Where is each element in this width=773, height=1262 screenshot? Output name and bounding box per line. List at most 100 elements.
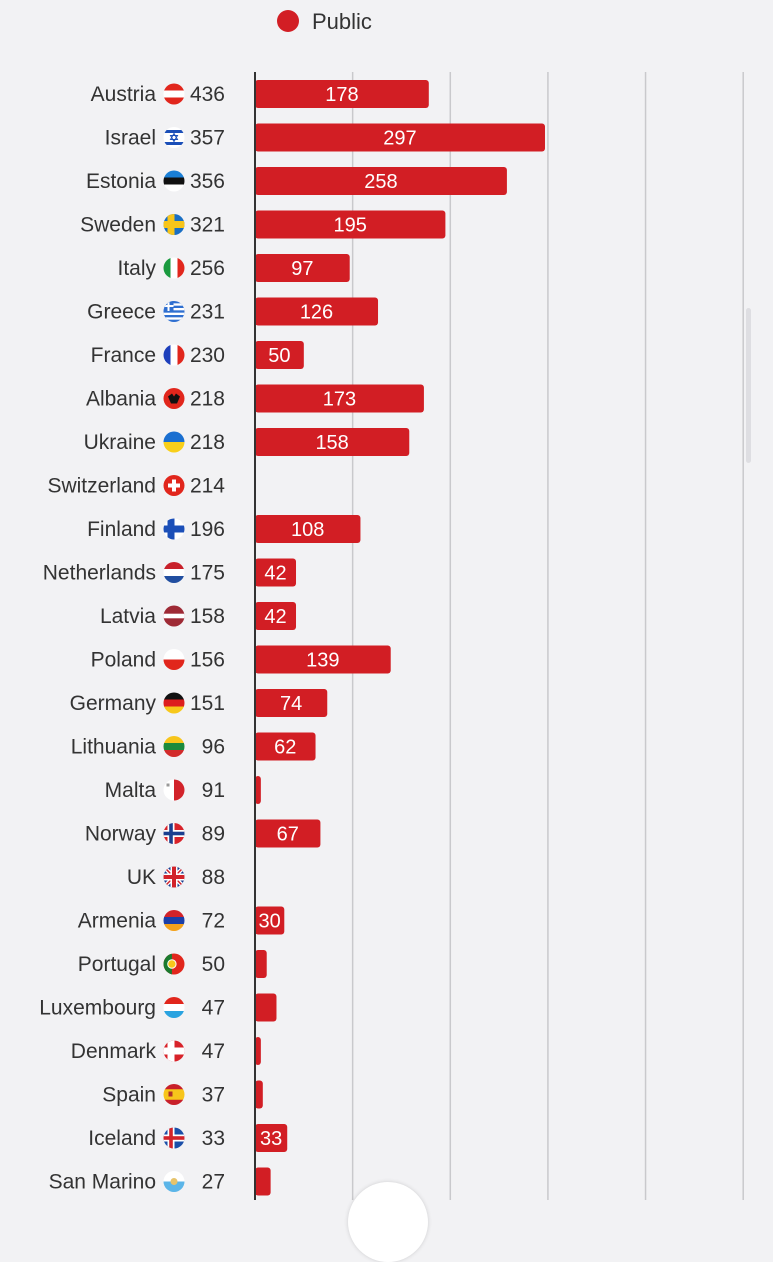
bar[interactable]: [255, 1167, 271, 1196]
bar-value-label: 67: [277, 824, 299, 846]
bar[interactable]: [255, 80, 429, 108]
bar[interactable]: [255, 384, 424, 413]
total-label: 175: [190, 562, 225, 585]
table-row: Poland 156 139: [91, 645, 391, 674]
bar[interactable]: [255, 1124, 288, 1152]
country-label: Armenia: [78, 910, 157, 933]
bar[interactable]: [255, 297, 379, 326]
flag-icon-it: [163, 257, 185, 279]
bar[interactable]: [255, 950, 267, 978]
bar[interactable]: [255, 906, 285, 935]
country-label: Greece: [87, 301, 156, 324]
flag-icon-pl: [163, 649, 185, 670]
table-row: Switzerland 214: [47, 475, 225, 498]
bar[interactable]: [255, 602, 297, 630]
bar-value-label: 74: [280, 693, 302, 715]
flag-icon-al: [163, 388, 185, 409]
country-label: Portugal: [78, 953, 156, 976]
table-row: Norway 89 67: [85, 819, 321, 848]
flag-icon-ee: [163, 170, 185, 192]
total-label: 231: [190, 301, 225, 324]
bar-value-label: 139: [306, 650, 339, 672]
bar[interactable]: [255, 210, 446, 239]
bar[interactable]: [255, 254, 350, 282]
bar[interactable]: [255, 732, 316, 761]
bar[interactable]: [255, 123, 545, 152]
table-row: Latvia 158 42: [100, 602, 297, 630]
bar[interactable]: [255, 1080, 263, 1109]
bar[interactable]: [255, 1037, 261, 1065]
bar[interactable]: [255, 558, 297, 587]
table-row: Netherlands 175 42: [43, 558, 297, 587]
bar-value-label: 50: [268, 345, 290, 367]
chart: Public Austria 436 178 Israel 357 297 Estonia 3…: [39, 9, 744, 1200]
flag-icon-sm: [163, 1171, 185, 1192]
flag-icon-il: [163, 127, 185, 148]
bar[interactable]: [255, 819, 321, 848]
country-label: San Marino: [49, 1171, 156, 1194]
total-label: 27: [202, 1171, 225, 1194]
country-label: UK: [127, 866, 156, 889]
bar-value-label: 173: [323, 389, 356, 411]
bar[interactable]: [255, 993, 277, 1022]
table-row: Spain 37: [102, 1080, 263, 1109]
flag-icon-at: [163, 83, 185, 105]
total-label: 356: [190, 170, 225, 193]
bar[interactable]: [255, 776, 261, 804]
bar-value-label: 126: [300, 302, 333, 324]
bar[interactable]: [255, 428, 410, 456]
total-label: 96: [202, 736, 225, 759]
bar-value-label: 108: [291, 519, 324, 541]
country-label: Switzerland: [47, 475, 156, 498]
legend[interactable]: Public: [277, 9, 372, 34]
total-label: 151: [190, 692, 225, 715]
country-label: Finland: [87, 518, 156, 541]
floating-button[interactable]: [348, 1182, 428, 1262]
bar[interactable]: [255, 689, 328, 717]
grid-lines: [351, 72, 744, 1200]
table-row: Denmark 47: [71, 1037, 261, 1065]
flag-icon-uk: [163, 866, 185, 888]
flag-icon-se: [163, 214, 185, 235]
table-row: Greece 231 126: [87, 297, 379, 326]
flag-icon-dk: [163, 1040, 185, 1062]
table-row: Sweden 321 195: [80, 210, 446, 239]
table-row: Portugal 50: [78, 950, 267, 978]
total-label: 321: [190, 214, 225, 237]
bar[interactable]: [255, 645, 391, 674]
table-row: Luxembourg 47: [39, 993, 277, 1022]
scrollbar-thumb[interactable]: [746, 308, 751, 463]
country-label: Israel: [105, 127, 156, 150]
bar[interactable]: [255, 167, 507, 195]
bar-value-label: 297: [383, 128, 416, 150]
bar[interactable]: [255, 515, 361, 543]
country-label: Sweden: [80, 214, 156, 237]
total-label: 47: [202, 1040, 225, 1063]
total-label: 72: [202, 910, 225, 933]
total-label: 218: [190, 431, 225, 454]
country-label: Austria: [91, 83, 157, 106]
flag-icon-ua: [163, 431, 185, 453]
flag-icon-nl: [163, 562, 185, 583]
total-label: 47: [202, 997, 225, 1020]
country-label: Germany: [70, 692, 157, 715]
table-row: Austria 436 178: [91, 80, 429, 108]
country-label: Denmark: [71, 1040, 157, 1063]
table-row: Iceland 33 33: [88, 1124, 288, 1152]
bar-value-label: 178: [325, 84, 358, 106]
total-label: 357: [190, 127, 225, 150]
table-row: UK 88: [127, 866, 225, 889]
table-row: Italy 256 97: [117, 254, 350, 282]
bar[interactable]: [255, 341, 304, 369]
bar-value-label: 42: [264, 563, 286, 585]
flag-icon-ch: [163, 475, 185, 496]
flag-icon-mt: [163, 779, 185, 801]
bar-value-label: 158: [315, 432, 348, 454]
total-label: 230: [190, 344, 225, 367]
country-label: Latvia: [100, 605, 156, 628]
table-row: Finland 196 108: [87, 515, 361, 543]
flag-icon-lv: [163, 605, 185, 627]
bar-value-label: 97: [291, 258, 313, 280]
flag-icon-de: [163, 692, 185, 714]
total-label: 218: [190, 388, 225, 411]
